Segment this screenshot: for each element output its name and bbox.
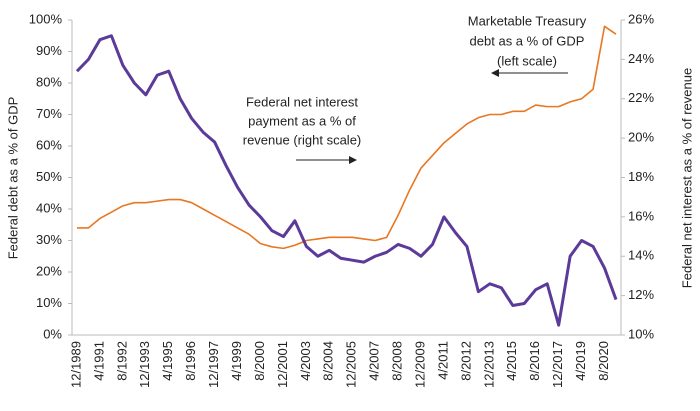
x-tick-label: 12/2009 [412, 341, 427, 388]
x-tick-label: 4/2007 [367, 341, 382, 381]
x-tick-label: 12/2017 [550, 341, 565, 388]
y2-tick-label: 14% [628, 248, 654, 263]
x-tick-label: 4/2003 [298, 341, 313, 381]
annotation: Marketable Treasury [468, 13, 587, 28]
x-tick-label: 8/2016 [527, 341, 542, 381]
x-tick-label: 8/2000 [252, 341, 267, 381]
x-tick-label: 4/1995 [160, 341, 175, 381]
x-tick-label: 12/1989 [68, 341, 83, 388]
y-tick-label: 30% [36, 232, 62, 247]
annotation: revenue (right scale) [243, 132, 362, 147]
y-tick-label: 0% [43, 326, 62, 341]
y-tick-label: 70% [36, 106, 62, 121]
y-tick-label: 40% [36, 200, 62, 215]
series-line [75, 34, 618, 327]
x-tick-label: 8/2008 [390, 341, 405, 381]
x-tick-label: 8/2004 [321, 341, 336, 381]
y2-tick-label: 12% [628, 287, 654, 302]
y-axis-title: Federal debt as a % of GDP [5, 97, 20, 260]
annotation: Federal net interest [246, 94, 358, 109]
series-line [77, 25, 617, 250]
y2-axis-title: Federal net interest as a % of revenue [679, 68, 694, 288]
annotation: payment as a % of [248, 113, 356, 128]
y-tick-label: 100% [29, 11, 63, 26]
x-tick-label: 4/2019 [573, 341, 588, 381]
y2-tick-label: 26% [628, 11, 654, 26]
y2-tick-label: 10% [628, 326, 654, 341]
y2-tick-label: 20% [628, 130, 654, 145]
x-tick-label: 8/1992 [114, 341, 129, 381]
x-tick-label: 4/1991 [91, 341, 106, 381]
x-tick-label: 8/2012 [458, 341, 473, 381]
annotation: (left scale) [497, 53, 557, 68]
y-tick-label: 10% [36, 295, 62, 310]
annotation: debt as a % of GDP [470, 33, 585, 48]
y-tick-label: 50% [36, 169, 62, 184]
y-tick-label: 80% [36, 74, 62, 89]
y-tick-label: 60% [36, 137, 62, 152]
y2-tick-label: 22% [628, 90, 654, 105]
y2-tick-label: 16% [628, 208, 654, 223]
x-tick-label: 12/2005 [344, 341, 359, 388]
y2-tick-label: 18% [628, 169, 654, 184]
y2-tick-label: 24% [628, 51, 654, 66]
x-tick-label: 4/2015 [504, 341, 519, 381]
x-tick-label: 12/1997 [206, 341, 221, 388]
y-tick-label: 90% [36, 43, 62, 58]
y-tick-label: 20% [36, 263, 62, 278]
x-tick-label: 12/2013 [481, 341, 496, 388]
x-tick-label: 12/2001 [275, 341, 290, 388]
x-tick-label: 4/2011 [435, 341, 450, 380]
x-tick-label: 12/1993 [137, 341, 152, 388]
x-tick-label: 4/1999 [229, 341, 244, 381]
x-tick-label: 8/2020 [596, 341, 611, 381]
x-tick-label: 8/1996 [183, 341, 198, 381]
